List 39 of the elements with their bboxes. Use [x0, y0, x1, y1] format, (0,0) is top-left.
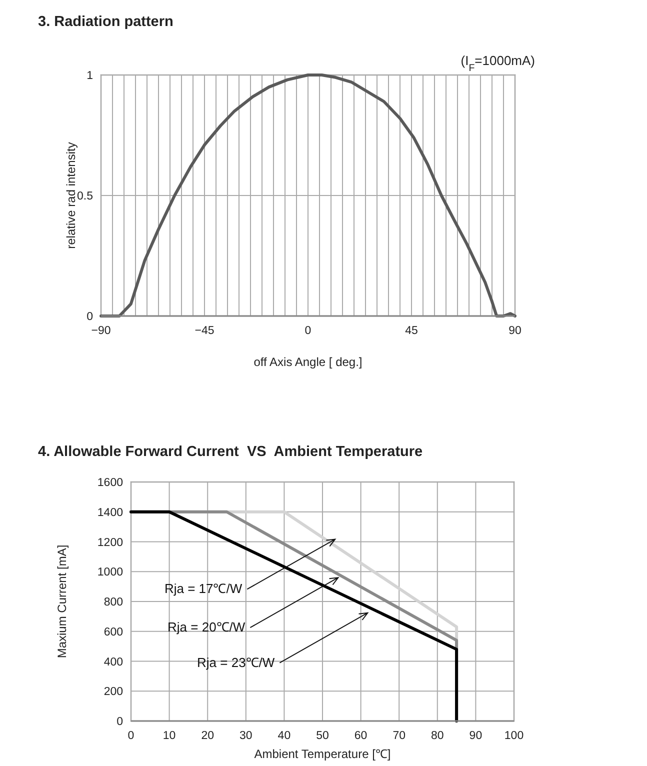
x-tick-label: −45 [194, 325, 214, 337]
x-tick-label: 100 [504, 730, 524, 742]
x-tick-label: 50 [316, 730, 329, 742]
y-tick-label: 400 [104, 656, 123, 668]
y-axis-title: Maxium Current [mA] [55, 544, 69, 658]
chart-title: 4. Allowable Forward Current VS Ambient Temperature [38, 444, 423, 460]
x-tick-label: 0 [304, 325, 312, 337]
x-tick-label: 30 [240, 730, 252, 742]
x-tick-label: −90 [91, 325, 111, 337]
y-tick-label: 1000 [97, 566, 123, 579]
y-tick-label: 0 [116, 716, 123, 728]
y-tick-label: 1200 [97, 536, 123, 549]
x-tick-label: 90 [508, 325, 522, 337]
line-series [100, 74, 516, 318]
x-tick-label: 45 [405, 325, 418, 337]
x-tick-label: 40 [278, 730, 291, 742]
annotation: Rja = 17℃/W [164, 581, 243, 596]
x-axis-title: off Axis Angle [ deg.] [254, 355, 362, 369]
y-tick-label: 1 [86, 70, 93, 82]
x-tick-label: 0 [128, 730, 134, 742]
y-tick-label: 800 [104, 596, 123, 608]
y-tick-label: 600 [104, 626, 123, 638]
x-tick-label: 70 [392, 730, 406, 742]
y-tick-label: 0 [86, 311, 93, 323]
chart-title: 3. Radiation pattern [38, 14, 174, 30]
x-tick-label: 60 [354, 730, 368, 742]
y-tick-label: 1400 [97, 506, 123, 519]
x-tick-label: 10 [162, 730, 176, 742]
text: (I$_{F}$=1000mA) [460, 53, 535, 74]
y-tick-label: 200 [104, 686, 123, 698]
x-axis-title: Ambient Temperature [℃] [254, 747, 391, 761]
y-axis-title: relative rad intensity [64, 142, 78, 249]
x-tick-label: 90 [469, 730, 482, 742]
x-tick-label: 80 [431, 730, 444, 742]
y-tick-label: 1600 [97, 477, 123, 489]
annotation: Rja = 20℃/W [168, 620, 246, 635]
annotation: Rja = 23℃/W [197, 654, 276, 670]
x-tick-label: 20 [201, 730, 214, 742]
y-tick-label: 0.5 [77, 190, 93, 202]
